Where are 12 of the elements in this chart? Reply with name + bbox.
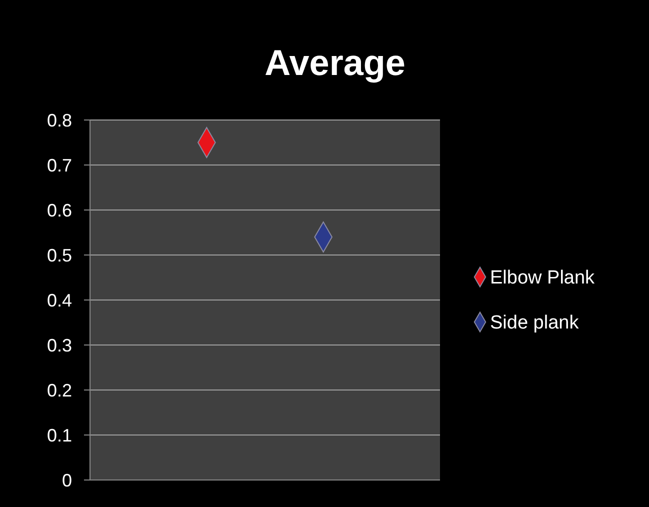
legend-label: Elbow Plank xyxy=(490,268,596,289)
y-tick-label: 0.4 xyxy=(46,290,72,310)
y-tick-label: 0.5 xyxy=(46,245,72,266)
y-tick-label: 0.7 xyxy=(46,155,72,176)
y-tick-label: 0.3 xyxy=(46,335,72,356)
y-tick-label: 0 xyxy=(62,470,72,490)
y-tick-label: 0.2 xyxy=(46,380,72,400)
y-tick-label: 0.1 xyxy=(46,425,72,446)
y-tick-label: 0.8 xyxy=(46,110,72,130)
y-tick-label: 0.6 xyxy=(46,200,72,220)
chart-title: Average xyxy=(264,42,406,83)
legend-label: Side plank xyxy=(490,312,580,334)
